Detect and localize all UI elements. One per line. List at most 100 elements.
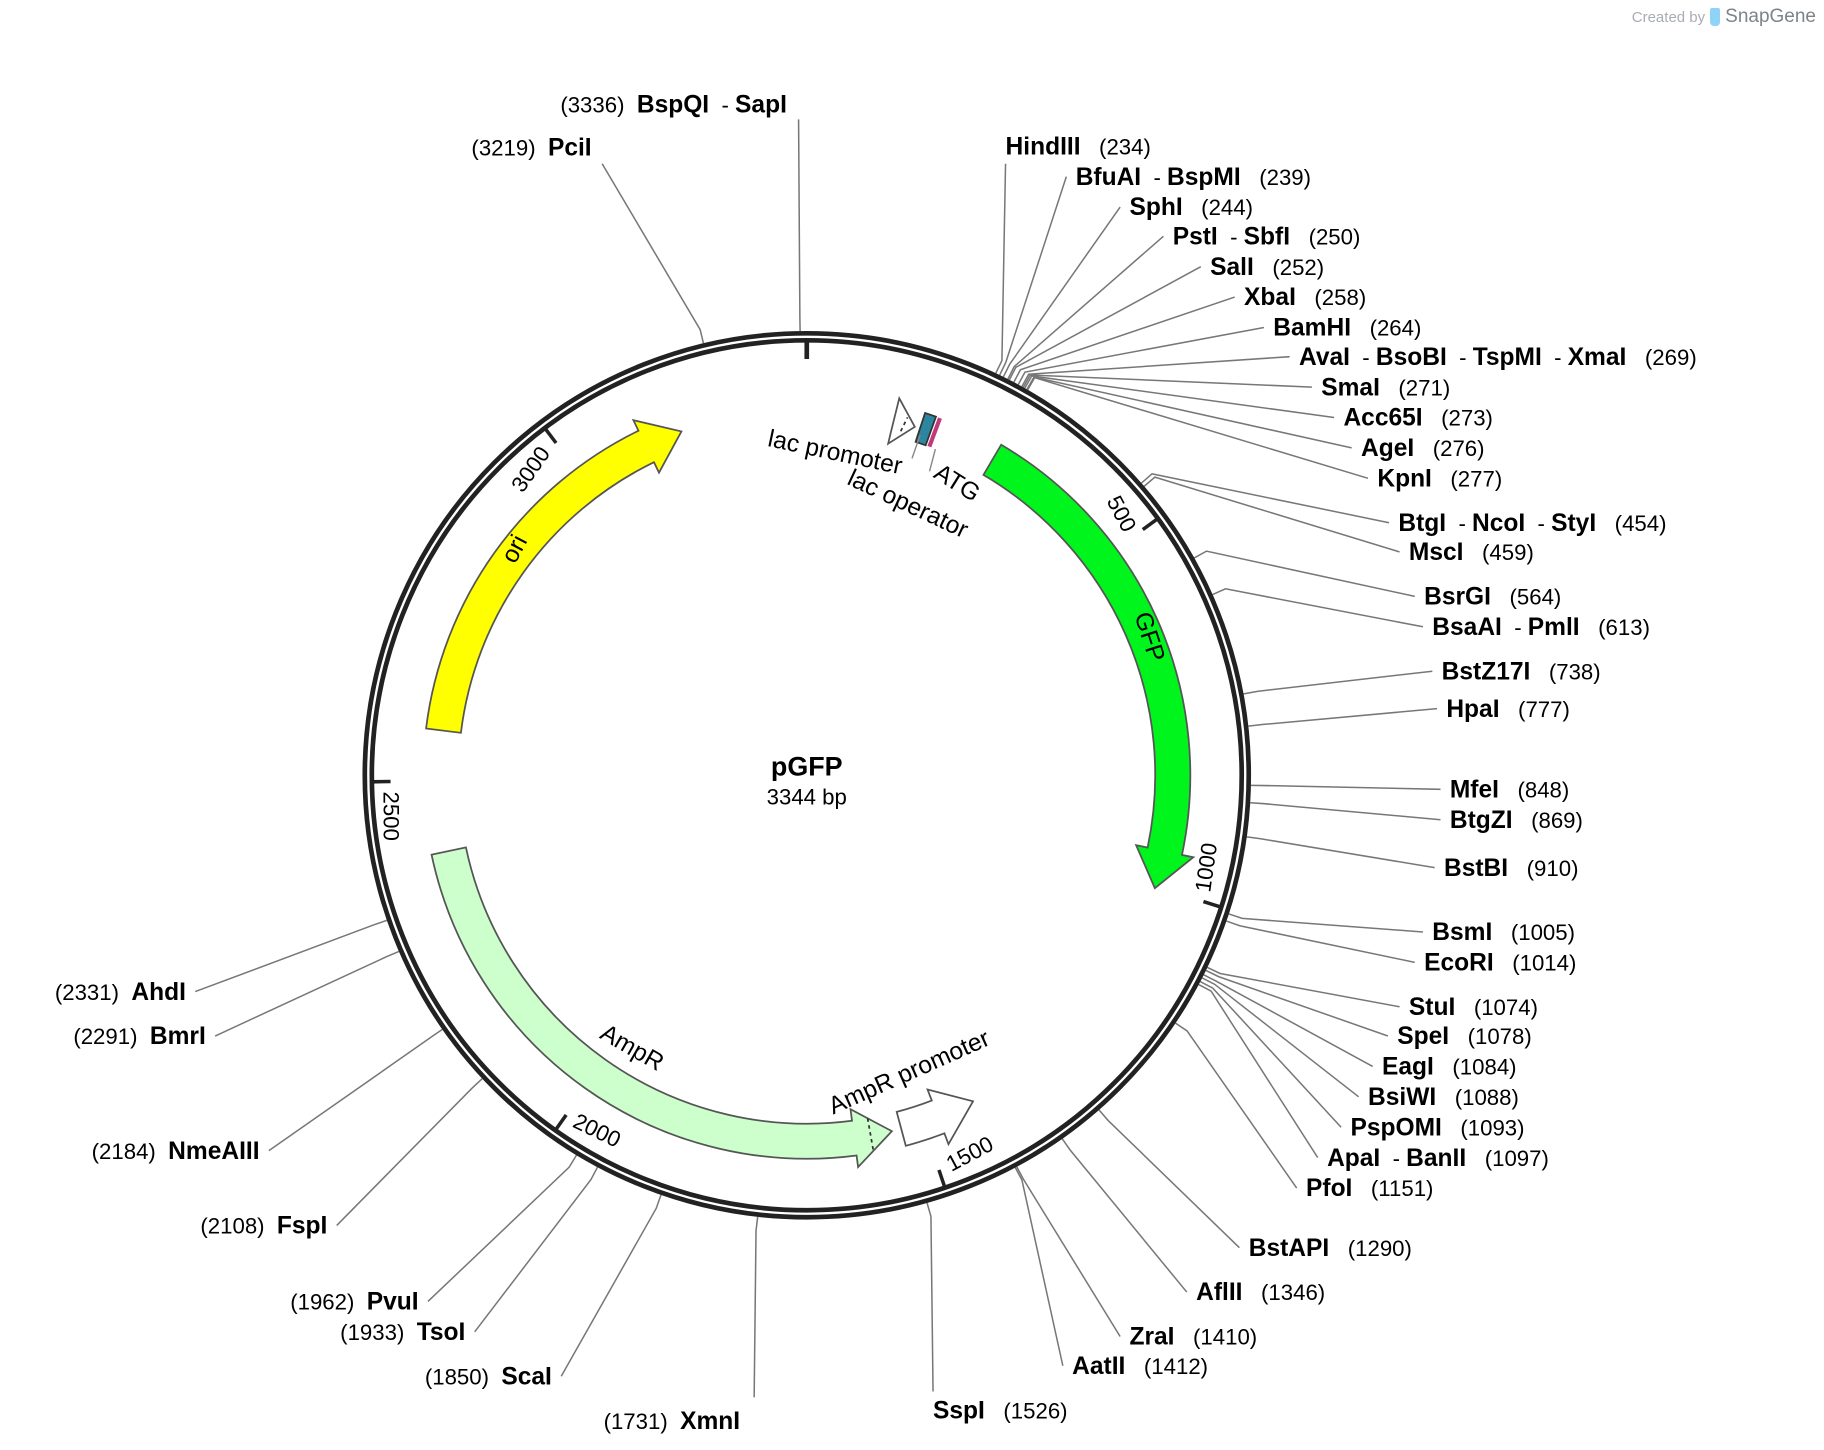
enzyme-name: AhdI: [131, 979, 186, 1006]
enzyme-label-bstbi[interactable]: BstBI (910): [1444, 855, 1578, 882]
enzyme-label-xbai[interactable]: XbaI (258): [1244, 284, 1366, 311]
enzyme-name: BstZ17I: [1442, 658, 1531, 685]
enzyme-position: (1084): [1452, 1055, 1516, 1080]
enzyme-name: BamHI: [1273, 315, 1351, 342]
enzyme-label-eagi[interactable]: EagI (1084): [1382, 1054, 1517, 1081]
enzyme-leader-line: [1175, 1022, 1298, 1189]
enzyme-name: BanII: [1406, 1145, 1466, 1172]
enzyme-label-bsrgi[interactable]: BsrGI (564): [1424, 584, 1561, 611]
enzyme-label-nmeaiii[interactable]: (2184) NmeAIII: [92, 1138, 260, 1165]
enzyme-name-separator: -: [1542, 345, 1568, 370]
attribution-prefix: Created by: [1631, 8, 1706, 26]
enzyme-label-scai[interactable]: (1850) ScaI: [425, 1363, 552, 1390]
enzyme-name: BsaAI: [1432, 614, 1502, 641]
enzyme-label-avai-bsobi-tspmi-xmai[interactable]: AvaI - BsoBI - TspMI - XmaI (269): [1299, 344, 1697, 371]
enzyme-label-bmri[interactable]: (2291) BmrI: [73, 1023, 205, 1050]
enzyme-label-btgi-ncoi-styi[interactable]: BtgI - NcoI - StyI (454): [1398, 510, 1666, 537]
enzyme-position: (1005): [1511, 920, 1575, 945]
enzyme-label-bfuai-bspmi[interactable]: BfuAI - BspMI (239): [1076, 164, 1311, 191]
enzyme-name: BtgZI: [1450, 807, 1513, 834]
enzyme-position: (258): [1314, 285, 1366, 310]
enzyme-label-bsmi[interactable]: BsmI (1005): [1432, 919, 1575, 946]
enzyme-label-bsaai-pmli[interactable]: BsaAI - PmlI (613): [1432, 614, 1650, 641]
enzyme-label-acc65i[interactable]: Acc65I (273): [1343, 405, 1493, 432]
enzyme-leader-line: [1228, 913, 1424, 933]
gfp-feature-arrow[interactable]: [982, 443, 1196, 890]
enzyme-label-kpni[interactable]: KpnI (277): [1377, 465, 1502, 492]
plasmid-length: 3344 bp: [767, 785, 847, 810]
enzyme-label-zrai[interactable]: ZraI (1410): [1129, 1324, 1257, 1351]
enzyme-leader-line: [1013, 296, 1235, 383]
enzyme-label-sphi[interactable]: SphI (244): [1129, 194, 1253, 221]
ampr-promoter-feature-arrow[interactable]: [895, 1088, 975, 1147]
enzyme-label-xmni[interactable]: (1731) XmnI: [604, 1408, 741, 1435]
enzyme-name: XbaI: [1244, 284, 1296, 311]
enzyme-label-bstapi[interactable]: BstAPI (1290): [1249, 1235, 1412, 1262]
enzyme-position: (1014): [1512, 951, 1576, 976]
enzyme-label-hindiii[interactable]: HindIII (234): [1006, 133, 1151, 160]
enzyme-label-pfoi[interactable]: PfoI (1151): [1306, 1175, 1433, 1202]
lac-promoter-inner-marker: [899, 416, 909, 432]
ampr-feature-arrow[interactable]: [430, 846, 894, 1170]
enzyme-position: (777): [1518, 697, 1570, 722]
enzyme-position: (239): [1259, 165, 1311, 190]
enzyme-leader-line: [1016, 1166, 1121, 1337]
enzyme-leader-line: [797, 119, 801, 331]
enzyme-label-msci[interactable]: MscI (459): [1409, 539, 1534, 566]
enzyme-label-pspomi[interactable]: PspOMI (1093): [1350, 1114, 1524, 1141]
enzyme-name: SspI: [933, 1397, 985, 1424]
enzyme-name: BsoBI: [1376, 344, 1447, 371]
enzyme-position: (454): [1615, 511, 1667, 536]
tick-label: 2500: [378, 791, 403, 840]
enzyme-label-btgzi[interactable]: BtgZI (869): [1450, 807, 1583, 834]
enzyme-leader-line: [560, 1194, 662, 1377]
enzyme-label-mfei[interactable]: MfeI (848): [1450, 776, 1569, 803]
enzyme-label-pcii[interactable]: (3219) PciI: [471, 135, 591, 162]
enzyme-label-ahdi[interactable]: (2331) AhdI: [55, 979, 186, 1006]
enzyme-name-separator: -: [1502, 615, 1528, 640]
enzyme-label-fspi[interactable]: (2108) FspI: [200, 1213, 327, 1240]
enzyme-label-bspqi-sapi[interactable]: (3336) BspQI - SapI: [560, 91, 787, 118]
lac-operator-feature-box[interactable]: [914, 411, 938, 447]
enzyme-position: (1962): [290, 1290, 354, 1315]
enzyme-label-pvui[interactable]: (1962) PvuI: [290, 1289, 418, 1316]
enzyme-name: AgeI: [1361, 435, 1414, 462]
enzyme-name: NcoI: [1472, 510, 1525, 537]
enzyme-label-aflii[interactable]: AflII (1346): [1196, 1279, 1325, 1306]
enzyme-name: BsmI: [1432, 919, 1492, 946]
enzyme-leader-line: [1061, 1138, 1188, 1293]
enzyme-position: (1290): [1348, 1236, 1412, 1261]
enzyme-position: (252): [1272, 255, 1324, 280]
enzyme-label-psti-sbfi[interactable]: PstI - SbfI (250): [1173, 223, 1361, 250]
enzyme-label-ecori[interactable]: EcoRI (1014): [1424, 950, 1576, 977]
enzyme-leader-line: [1250, 801, 1441, 821]
enzyme-label-aatii[interactable]: AatII (1412): [1072, 1353, 1208, 1380]
enzyme-label-sspi[interactable]: SspI (1526): [933, 1397, 1068, 1424]
ori-feature-arrow[interactable]: [425, 418, 683, 734]
enzyme-label-bamhi[interactable]: BamHI (264): [1273, 315, 1421, 342]
enzyme-position: (1088): [1455, 1085, 1519, 1110]
enzyme-label-hpai[interactable]: HpaI (777): [1446, 696, 1570, 723]
enzyme-label-tsoi[interactable]: (1933) TsoI: [340, 1319, 465, 1346]
enzyme-label-bstz17i[interactable]: BstZ17I (738): [1442, 658, 1601, 685]
enzyme-label-sali[interactable]: SalI (252): [1210, 254, 1324, 281]
enzyme-label-smai[interactable]: SmaI (271): [1321, 374, 1450, 401]
enzyme-label-bsiwi[interactable]: BsiWI (1088): [1368, 1084, 1519, 1111]
enzyme-label-spei[interactable]: SpeI (1078): [1397, 1023, 1532, 1050]
enzyme-leader-line: [753, 1216, 759, 1398]
backbone-ring-gap: [367, 335, 1247, 1215]
enzyme-label-apai-banii[interactable]: ApaI - BanII (1097): [1327, 1145, 1549, 1172]
enzyme-leader-line: [1008, 265, 1202, 381]
enzyme-position: (234): [1099, 134, 1151, 159]
lac-promoter-feature-arrow[interactable]: [886, 395, 916, 446]
enzyme-position: (1526): [1003, 1398, 1067, 1423]
enzyme-leader-line: [1205, 969, 1389, 1037]
tick-1000: [1202, 899, 1222, 909]
enzyme-leader-line: [1246, 836, 1435, 869]
enzyme-name: HpaI: [1446, 696, 1499, 723]
enzyme-name-separator: -: [1218, 224, 1244, 249]
enzyme-label-agei[interactable]: AgeI (276): [1361, 435, 1485, 462]
atg-feature-mark[interactable]: [927, 417, 942, 448]
enzyme-label-stui[interactable]: StuI (1074): [1409, 994, 1538, 1021]
enzyme-leader-line: [1212, 587, 1424, 628]
